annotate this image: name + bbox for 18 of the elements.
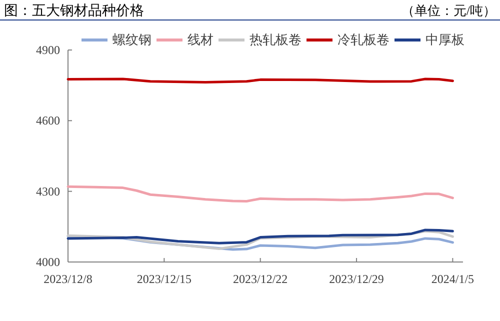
legend-label: 线材 <box>188 32 214 47</box>
x-tick-label: 2023/12/22 <box>233 272 288 286</box>
y-tick-label: 4900 <box>36 43 60 57</box>
x-tick-label: 2023/12/15 <box>136 272 192 286</box>
x-tick-label: 2023/12/8 <box>44 272 92 286</box>
line-series <box>66 228 454 244</box>
legend-label: 冷轧板卷 <box>338 32 390 47</box>
legend-label: 螺纹钢 <box>112 32 152 47</box>
x-tick-label: 2023/12/29 <box>329 272 384 286</box>
y-tick-label: 4300 <box>36 184 60 198</box>
line-series <box>66 185 454 202</box>
y-tick-label: 4000 <box>36 255 60 269</box>
y-tick-label: 4600 <box>36 114 60 128</box>
x-tick-label: 2024/1/5 <box>431 272 474 286</box>
legend-label: 热轧板卷 <box>250 32 302 47</box>
legend-label: 中厚板 <box>426 32 464 47</box>
chart-title: 图：五大钢材品种价格 <box>4 3 144 19</box>
chart-subtitle: （单位：元/吨） <box>401 3 496 18</box>
